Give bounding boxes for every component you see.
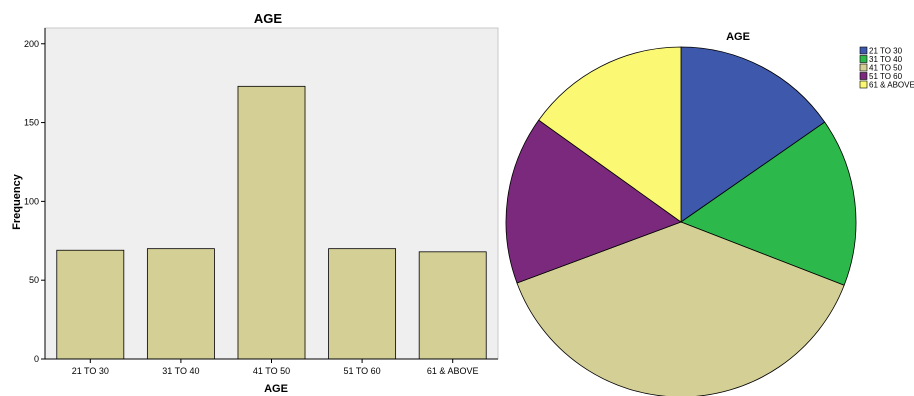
bar-y-tick-label: 50: [29, 275, 39, 285]
pie-slice-41-to-50: [516, 221, 845, 396]
bar-y-axis: 0 50 100 150 200: [24, 28, 46, 364]
bar-x-tick-label: 61 & ABOVE: [427, 366, 479, 376]
legend-label-21-to-30: 21 TO 30: [869, 47, 903, 56]
bar-51-to-60: [328, 248, 397, 360]
bar-31-to-40: [146, 248, 215, 360]
pie-slice-31-to-40: [680, 121, 857, 286]
bar-y-axis-label: Frequency: [11, 173, 23, 230]
bar-y-tick-label: 150: [24, 118, 39, 128]
bar-x-tick-label: 51 TO 60: [343, 366, 380, 376]
bar-chart-title: AGE: [254, 11, 283, 26]
legend-swatch-61-and-above: [859, 80, 868, 89]
pie-slices: [505, 46, 857, 396]
bar-y-tick-label: 100: [24, 196, 39, 206]
bar-61-and-above: [418, 251, 487, 360]
pie-slice-61-and-above: [538, 46, 682, 223]
bar-x-tick-label: 31 TO 40: [162, 366, 199, 376]
bar-series: [56, 85, 487, 360]
legend-label-51-to-60: 51 TO 60: [869, 72, 903, 81]
bar-x-axis: 21 TO 30 31 TO 40 41 TO 50 51 TO 60 61 & ABO…: [45, 358, 498, 376]
pie-slice-51-to-60: [505, 119, 682, 284]
legend-swatch-51-to-60: [859, 72, 868, 80]
legend-swatch-41-to-50: [859, 63, 868, 72]
bar-41-to-50: [237, 85, 306, 360]
bar-21-to-30: [56, 249, 125, 360]
bar-chart: 0 50 100 150 200 21 TO 30 31 TO 40 41 TO 50 51 …: [11, 11, 499, 395]
bar-x-tick-label: 41 TO 50: [253, 366, 290, 376]
legend-swatch-31-to-40: [859, 55, 868, 63]
bar-x-tick-label: 21 TO 30: [72, 366, 109, 376]
bar-x-axis-label: AGE: [264, 383, 288, 395]
legend-label-61-and-above: 61 & ABOVE: [869, 81, 914, 90]
bar-y-tick-label: 200: [24, 39, 39, 49]
bar-y-tick-label: 0: [34, 354, 39, 364]
pie-chart-title: AGE: [726, 31, 750, 43]
legend-swatch-21-to-30: [859, 46, 868, 55]
legend-label-31-to-40: 31 TO 40: [869, 55, 903, 64]
pie-slice-21-to-30: [680, 46, 826, 223]
legend-label-41-to-50: 41 TO 50: [869, 64, 903, 73]
